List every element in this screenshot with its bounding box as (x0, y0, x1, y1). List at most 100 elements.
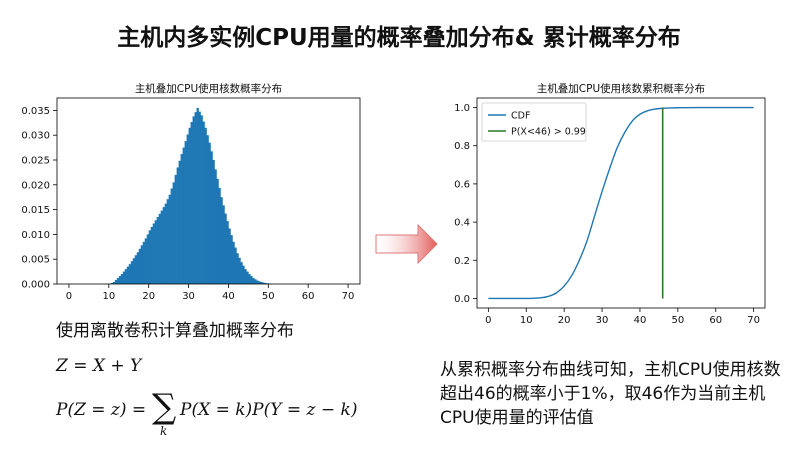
histogram-bar (124, 269, 128, 284)
histogram-bar (164, 203, 167, 284)
histogram-xtick-label: 10 (102, 291, 115, 302)
histogram-bar (176, 167, 179, 284)
histogram-bar (246, 271, 249, 284)
histogram-bar (202, 121, 205, 284)
cdf-ytick-label: 0.4 (454, 218, 470, 229)
histogram-bar (172, 182, 175, 284)
histogram-bar (134, 255, 138, 284)
histogram-bar (174, 174, 177, 284)
cdf-legend-box (481, 102, 587, 142)
histogram-bar (188, 127, 191, 284)
histogram-bar (122, 271, 126, 284)
histogram-bar (242, 265, 245, 284)
histogram-bar (156, 217, 159, 284)
histogram-bar (170, 188, 173, 284)
histogram-bar (262, 282, 265, 284)
histogram-bar (138, 248, 142, 284)
histogram-bar (254, 279, 257, 284)
histogram-bar (178, 160, 181, 284)
cdf-ytick-label: 0.6 (454, 179, 470, 190)
histogram-ytick-label: 0.015 (21, 205, 50, 216)
cdf-frame (476, 97, 766, 309)
histogram-bar (222, 205, 225, 284)
histogram-bar (160, 210, 163, 284)
histogram-bar (148, 230, 151, 284)
histogram-bar (230, 235, 233, 284)
histogram-ytick-label: 0.030 (21, 131, 50, 142)
cdf-ytick-label: 1.0 (454, 103, 470, 114)
histogram-bar (238, 257, 241, 284)
histogram-bar (120, 274, 124, 284)
histogram-bar (126, 266, 130, 284)
histogram-ytick-label: 0.025 (21, 156, 50, 167)
cdf-xtick-label: 60 (709, 315, 722, 326)
histogram-bar (226, 221, 229, 284)
histogram-bar (216, 178, 219, 284)
histogram-ytick-label: 0.010 (21, 230, 50, 241)
histogram-bar (162, 207, 165, 284)
histogram-xtick-label: 50 (262, 291, 275, 302)
summation-symbol: ∑ (152, 387, 177, 427)
histogram-bar (264, 283, 267, 284)
formula-convolution-right: P(X = k)P(Y = z − k) (180, 400, 358, 420)
histogram-ytick-label: 0.035 (21, 106, 50, 117)
histogram-bar (252, 278, 255, 284)
histogram-xtick-label: 60 (302, 291, 315, 302)
formula-convolution-left: P(Z = z) = (56, 400, 147, 420)
histogram-bar (214, 169, 217, 284)
histogram-bar (142, 241, 146, 284)
page-title: 主机内多实例CPU用量的概率叠加分布& 累计概率分布 (117, 25, 681, 51)
histogram-chart: 主机叠加CPU使用核数概率分布 0 10 20 30 40 50 60 70 0.000 0.005… (21, 82, 361, 302)
histogram-bar (112, 282, 116, 284)
histogram-bar (234, 247, 237, 284)
histogram-ytick-label: 0.020 (21, 180, 50, 191)
histogram-xtick-label: 40 (222, 291, 235, 302)
histogram-bar (150, 226, 153, 284)
histogram-bar (236, 253, 239, 284)
histogram-bar (154, 220, 157, 284)
histogram-xtick-label: 0 (66, 291, 72, 302)
cdf-title: 主机叠加CPU使用核数累积概率分布 (537, 82, 705, 95)
histogram-bar (206, 135, 209, 284)
histogram-bar (196, 107, 199, 284)
histogram-bar (256, 280, 259, 284)
histogram-ytick-label: 0.005 (21, 255, 50, 266)
cdf-chart: 主机叠加CPU使用核数累积概率分布 0 10 20 30 40 50 60 70 0.0 0.2 0.… (454, 82, 766, 326)
histogram-bar (136, 252, 140, 284)
histogram-bar (192, 116, 195, 284)
arrow-shape (375, 223, 438, 265)
cdf-legend: CDF P(X<46) > 0.99 (481, 102, 587, 142)
histogram-bar (116, 278, 120, 284)
histogram-bar (118, 276, 122, 284)
histogram-bar (152, 223, 155, 284)
arrow-right-icon (375, 223, 438, 265)
legend-label-threshold: P(X<46) > 0.99 (511, 127, 586, 138)
cdf-xtick-label: 20 (558, 315, 571, 326)
cdf-xtick-label: 10 (520, 315, 533, 326)
histogram-bar (180, 154, 183, 284)
cdf-ytick-label: 0.8 (454, 141, 470, 152)
histogram-bar (132, 258, 136, 284)
cdf-ytick-label: 0.0 (454, 294, 470, 305)
histogram-bar (182, 147, 185, 284)
histogram-bar (248, 274, 251, 284)
histogram-bar (210, 151, 213, 284)
histogram-bar (208, 142, 211, 284)
legend-label-cdf: CDF (511, 111, 530, 122)
histogram-bar (184, 141, 187, 284)
histogram-bar (140, 245, 144, 284)
histogram-bar (250, 276, 253, 284)
histogram-bar (168, 194, 171, 284)
histogram-xtick-label: 30 (182, 291, 195, 302)
histogram-bar (260, 282, 263, 284)
cdf-conclusion-text: 从累积概率分布曲线可知，主机CPU使用核数超出46的概率小于1%，取46作为当前… (440, 360, 781, 428)
histogram-bar (204, 127, 207, 284)
cdf-xtick-label: 50 (671, 315, 684, 326)
histogram-bar (240, 262, 243, 284)
histogram-bar (228, 228, 231, 284)
histogram-ytick-label: 0.000 (21, 280, 50, 291)
histogram-bar (218, 188, 221, 284)
histogram-bar (258, 281, 261, 284)
summation-index: k (160, 424, 168, 438)
histogram-bar (194, 112, 197, 284)
